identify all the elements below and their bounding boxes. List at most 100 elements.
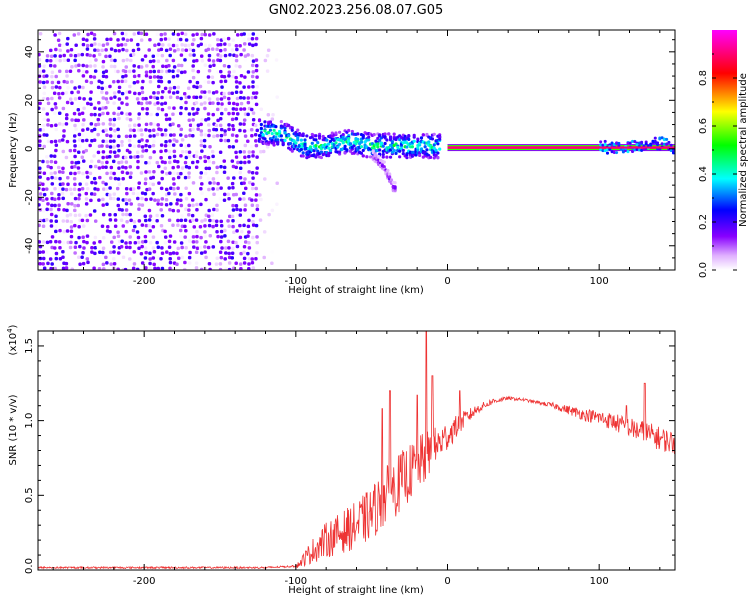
spectrogram-cell (234, 203, 239, 208)
spectrogram-cell (101, 197, 105, 202)
spectrogram-cell (227, 186, 231, 190)
spectrogram-cell (172, 240, 177, 244)
spectrogram-cell (308, 145, 313, 149)
spectrogram-cell (148, 69, 153, 74)
spectrogram-cell (81, 235, 85, 239)
spectrogram-cell (194, 266, 199, 270)
spectrogram-cell (50, 96, 54, 101)
spectrogram-cell (199, 122, 203, 127)
spectrogram-cell (367, 138, 371, 142)
spectrogram-cell (127, 138, 132, 143)
spectrogram-cell (112, 150, 117, 154)
spectrogram-cell (69, 225, 74, 229)
spectrogram-cell (152, 139, 156, 144)
spectrogram-cell (640, 148, 644, 152)
spectrogram-cell (167, 106, 172, 110)
spectrogram-cell (58, 48, 62, 53)
spectrogram-cell (76, 160, 81, 165)
spectrogram-cell (187, 112, 192, 116)
spectrogram-cell (227, 251, 231, 256)
spectrogram-cell (128, 143, 132, 148)
spectrogram-cell (393, 188, 397, 192)
spectrogram-cell (84, 197, 89, 201)
spectrogram-cell (265, 54, 270, 58)
spectrogram-cell (128, 212, 132, 217)
spectrogram-cell (78, 144, 82, 148)
spectrogram-cell (90, 246, 94, 250)
spectrogram-cell (124, 212, 129, 217)
spectrogram-cell (151, 256, 156, 260)
spectrogram-cell (121, 74, 125, 79)
spectrogram-cell (243, 240, 248, 244)
spectrogram-cell (179, 198, 183, 203)
spectrogram-cell (66, 175, 70, 180)
spectrogram-cell (165, 58, 169, 63)
spectrogram-cell (101, 139, 105, 144)
spectrogram-cell (163, 143, 168, 148)
spectrogram-cell (190, 198, 195, 202)
spectrogram-cell (227, 224, 231, 228)
spectrogram-cell (215, 165, 219, 170)
spectrogram-cell (382, 165, 386, 169)
spectrogram-cell (53, 33, 57, 37)
spectrogram-cell (84, 191, 89, 196)
spectrogram-cell (187, 150, 192, 154)
spectrogram-cell (179, 70, 184, 75)
spectrogram-cell (167, 218, 172, 223)
spectrogram-cell (182, 91, 187, 96)
spectrogram-cell (195, 58, 199, 63)
spectrogram-cell (254, 143, 259, 148)
spectrogram-cell (637, 141, 641, 145)
spectrogram-cell (239, 251, 243, 256)
spectrogram-cell (80, 218, 85, 223)
spectrogram-cell (194, 154, 199, 159)
spectrogram-cell (151, 246, 156, 250)
spectrogram-cell (50, 107, 54, 112)
spectrogram-cell (137, 74, 141, 78)
spectrogram-cell (123, 79, 128, 84)
spectrogram-cell (104, 182, 108, 186)
spectrogram-cell (38, 250, 42, 254)
spectrogram-cell (38, 139, 42, 143)
spectrogram-cell (263, 58, 268, 63)
spectrogram-cell (77, 235, 81, 240)
spectrogram-cell (73, 223, 77, 228)
spectrogram-cell (73, 245, 78, 249)
spectrogram-cell (70, 118, 74, 122)
spectrogram-cell (223, 129, 227, 133)
spectrogram-cell (100, 224, 105, 229)
spectrogram-cell (195, 234, 199, 239)
spectrogram-cell (605, 147, 609, 151)
spectrogram-cell (113, 134, 117, 138)
spectrogram-cell (153, 102, 157, 106)
spectrogram-cell (223, 132, 227, 137)
spectrogram-cell (195, 150, 199, 154)
spectrogram-cell (198, 175, 203, 180)
spectrogram-cell (211, 224, 215, 229)
spectrogram-cell (396, 145, 400, 150)
spectrogram-cell (125, 171, 130, 175)
spectrogram-cell (101, 212, 106, 217)
spectrogram-cell (113, 213, 118, 217)
spectrogram-cell (337, 150, 342, 154)
spectrogram-cell (299, 138, 303, 142)
spectrogram-cell (100, 90, 104, 95)
spectrogram-cell (176, 171, 180, 176)
spectrogram-cell (137, 65, 141, 69)
spectrogram-cell (343, 144, 347, 148)
spectrogram-cell (172, 186, 176, 191)
spectrogram-cell (76, 203, 81, 208)
spectrogram-cell (69, 234, 74, 239)
spectrogram-cell (341, 141, 345, 145)
spectrogram-cell (184, 38, 189, 42)
spectrogram-cell (131, 228, 136, 233)
spectrogram-cell (223, 257, 227, 261)
spectrogram-cell (220, 246, 224, 250)
spectrogram-cell (388, 175, 392, 179)
spectrogram-cell (74, 43, 78, 47)
spectrogram-cell (206, 155, 211, 160)
spectrogram-cell (113, 58, 117, 63)
spectrogram-cell (192, 59, 196, 63)
spectrogram-cell (53, 102, 58, 106)
spectrogram-cell (50, 196, 54, 201)
